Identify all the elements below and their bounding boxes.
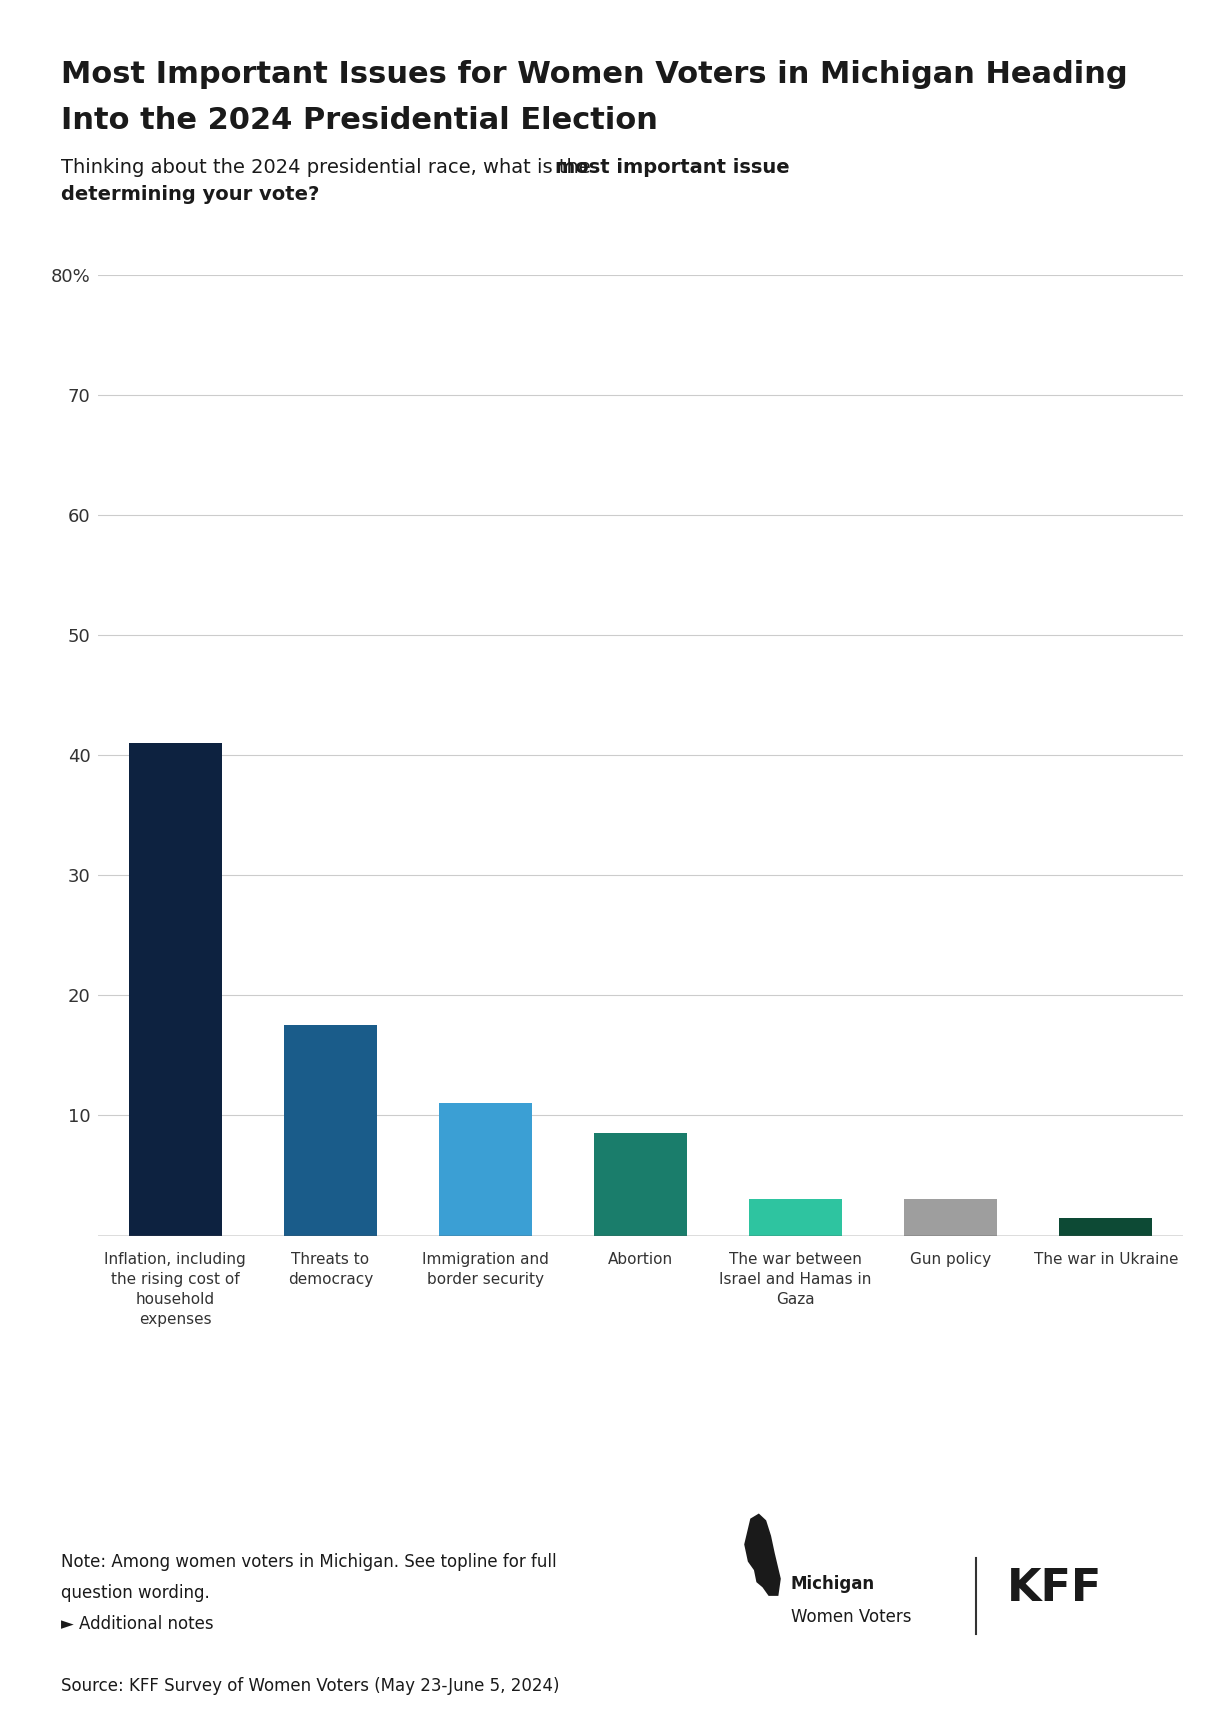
Bar bbox=[128, 743, 222, 1236]
Text: Michigan: Michigan bbox=[791, 1575, 875, 1592]
Bar bbox=[904, 1199, 997, 1236]
Text: ► Additional notes: ► Additional notes bbox=[61, 1615, 213, 1632]
Bar bbox=[439, 1103, 532, 1236]
Bar bbox=[594, 1134, 687, 1236]
Text: KFF: KFF bbox=[1006, 1567, 1102, 1610]
Bar bbox=[284, 1024, 377, 1236]
Text: question wording.: question wording. bbox=[61, 1584, 210, 1601]
Bar bbox=[749, 1199, 842, 1236]
Text: Into the 2024 Presidential Election: Into the 2024 Presidential Election bbox=[61, 106, 658, 136]
Text: Source: KFF Survey of Women Voters (May 23-June 5, 2024): Source: KFF Survey of Women Voters (May … bbox=[61, 1677, 560, 1694]
Text: Thinking about the 2024 presidential race, what is the: Thinking about the 2024 presidential rac… bbox=[61, 158, 597, 177]
Text: determining your vote?: determining your vote? bbox=[61, 185, 320, 204]
Bar bbox=[1059, 1218, 1153, 1236]
Text: Note: Among women voters in Michigan. See topline for full: Note: Among women voters in Michigan. Se… bbox=[61, 1553, 556, 1570]
Text: Most Important Issues for Women Voters in Michigan Heading: Most Important Issues for Women Voters i… bbox=[61, 60, 1127, 89]
Text: Women Voters: Women Voters bbox=[791, 1608, 911, 1625]
Text: most important issue: most important issue bbox=[555, 158, 789, 177]
